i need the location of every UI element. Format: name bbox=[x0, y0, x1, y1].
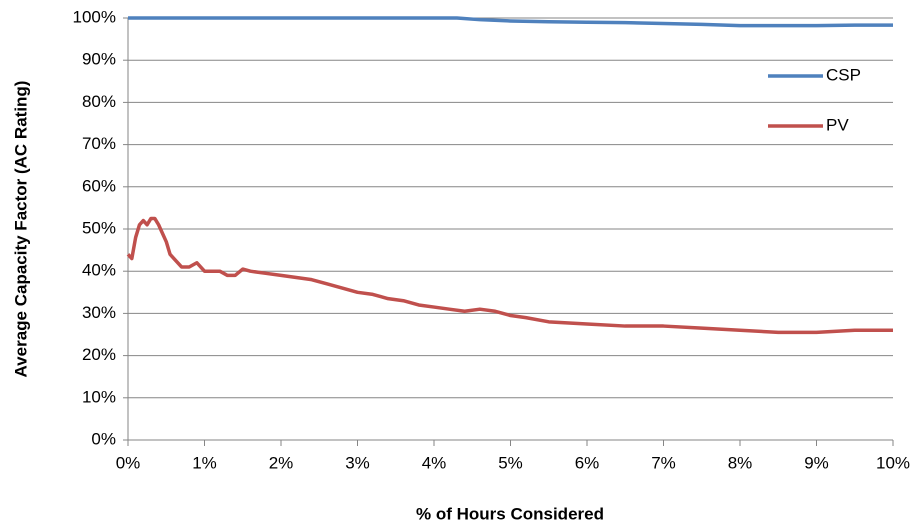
x-tick-label: 1% bbox=[192, 453, 217, 472]
x-tick-label: 6% bbox=[575, 453, 600, 472]
x-tick-label: 5% bbox=[498, 453, 523, 472]
x-tick-label: 4% bbox=[422, 453, 447, 472]
y-axis-title: Average Capacity Factor (AC Rating) bbox=[11, 81, 30, 378]
y-tick-label: 10% bbox=[82, 387, 116, 406]
y-tick-label: 80% bbox=[82, 92, 116, 111]
x-tick-label: 2% bbox=[269, 453, 294, 472]
x-tick-label: 8% bbox=[728, 453, 753, 472]
y-tick-label: 100% bbox=[73, 7, 116, 26]
x-tick-label: 3% bbox=[345, 453, 370, 472]
y-tick-label: 30% bbox=[82, 303, 116, 322]
y-tick-label: 20% bbox=[82, 345, 116, 364]
x-axis-title: % of Hours Considered bbox=[416, 504, 604, 523]
x-tick-label: 0% bbox=[116, 453, 141, 472]
y-tick-label: 0% bbox=[91, 429, 116, 448]
y-tick-label: 90% bbox=[82, 50, 116, 69]
y-tick-label: 70% bbox=[82, 134, 116, 153]
data-line bbox=[126, 216, 893, 335]
legend-label: CSP bbox=[826, 65, 861, 84]
legend-label: PV bbox=[826, 115, 849, 134]
x-tick-label: 10% bbox=[876, 453, 910, 472]
x-tick-label: 9% bbox=[804, 453, 829, 472]
y-tick-label: 60% bbox=[82, 176, 116, 195]
y-tick-label: 40% bbox=[82, 261, 116, 280]
x-tick-label: 7% bbox=[651, 453, 676, 472]
y-tick-label: 50% bbox=[82, 218, 116, 237]
data-line bbox=[128, 16, 893, 28]
